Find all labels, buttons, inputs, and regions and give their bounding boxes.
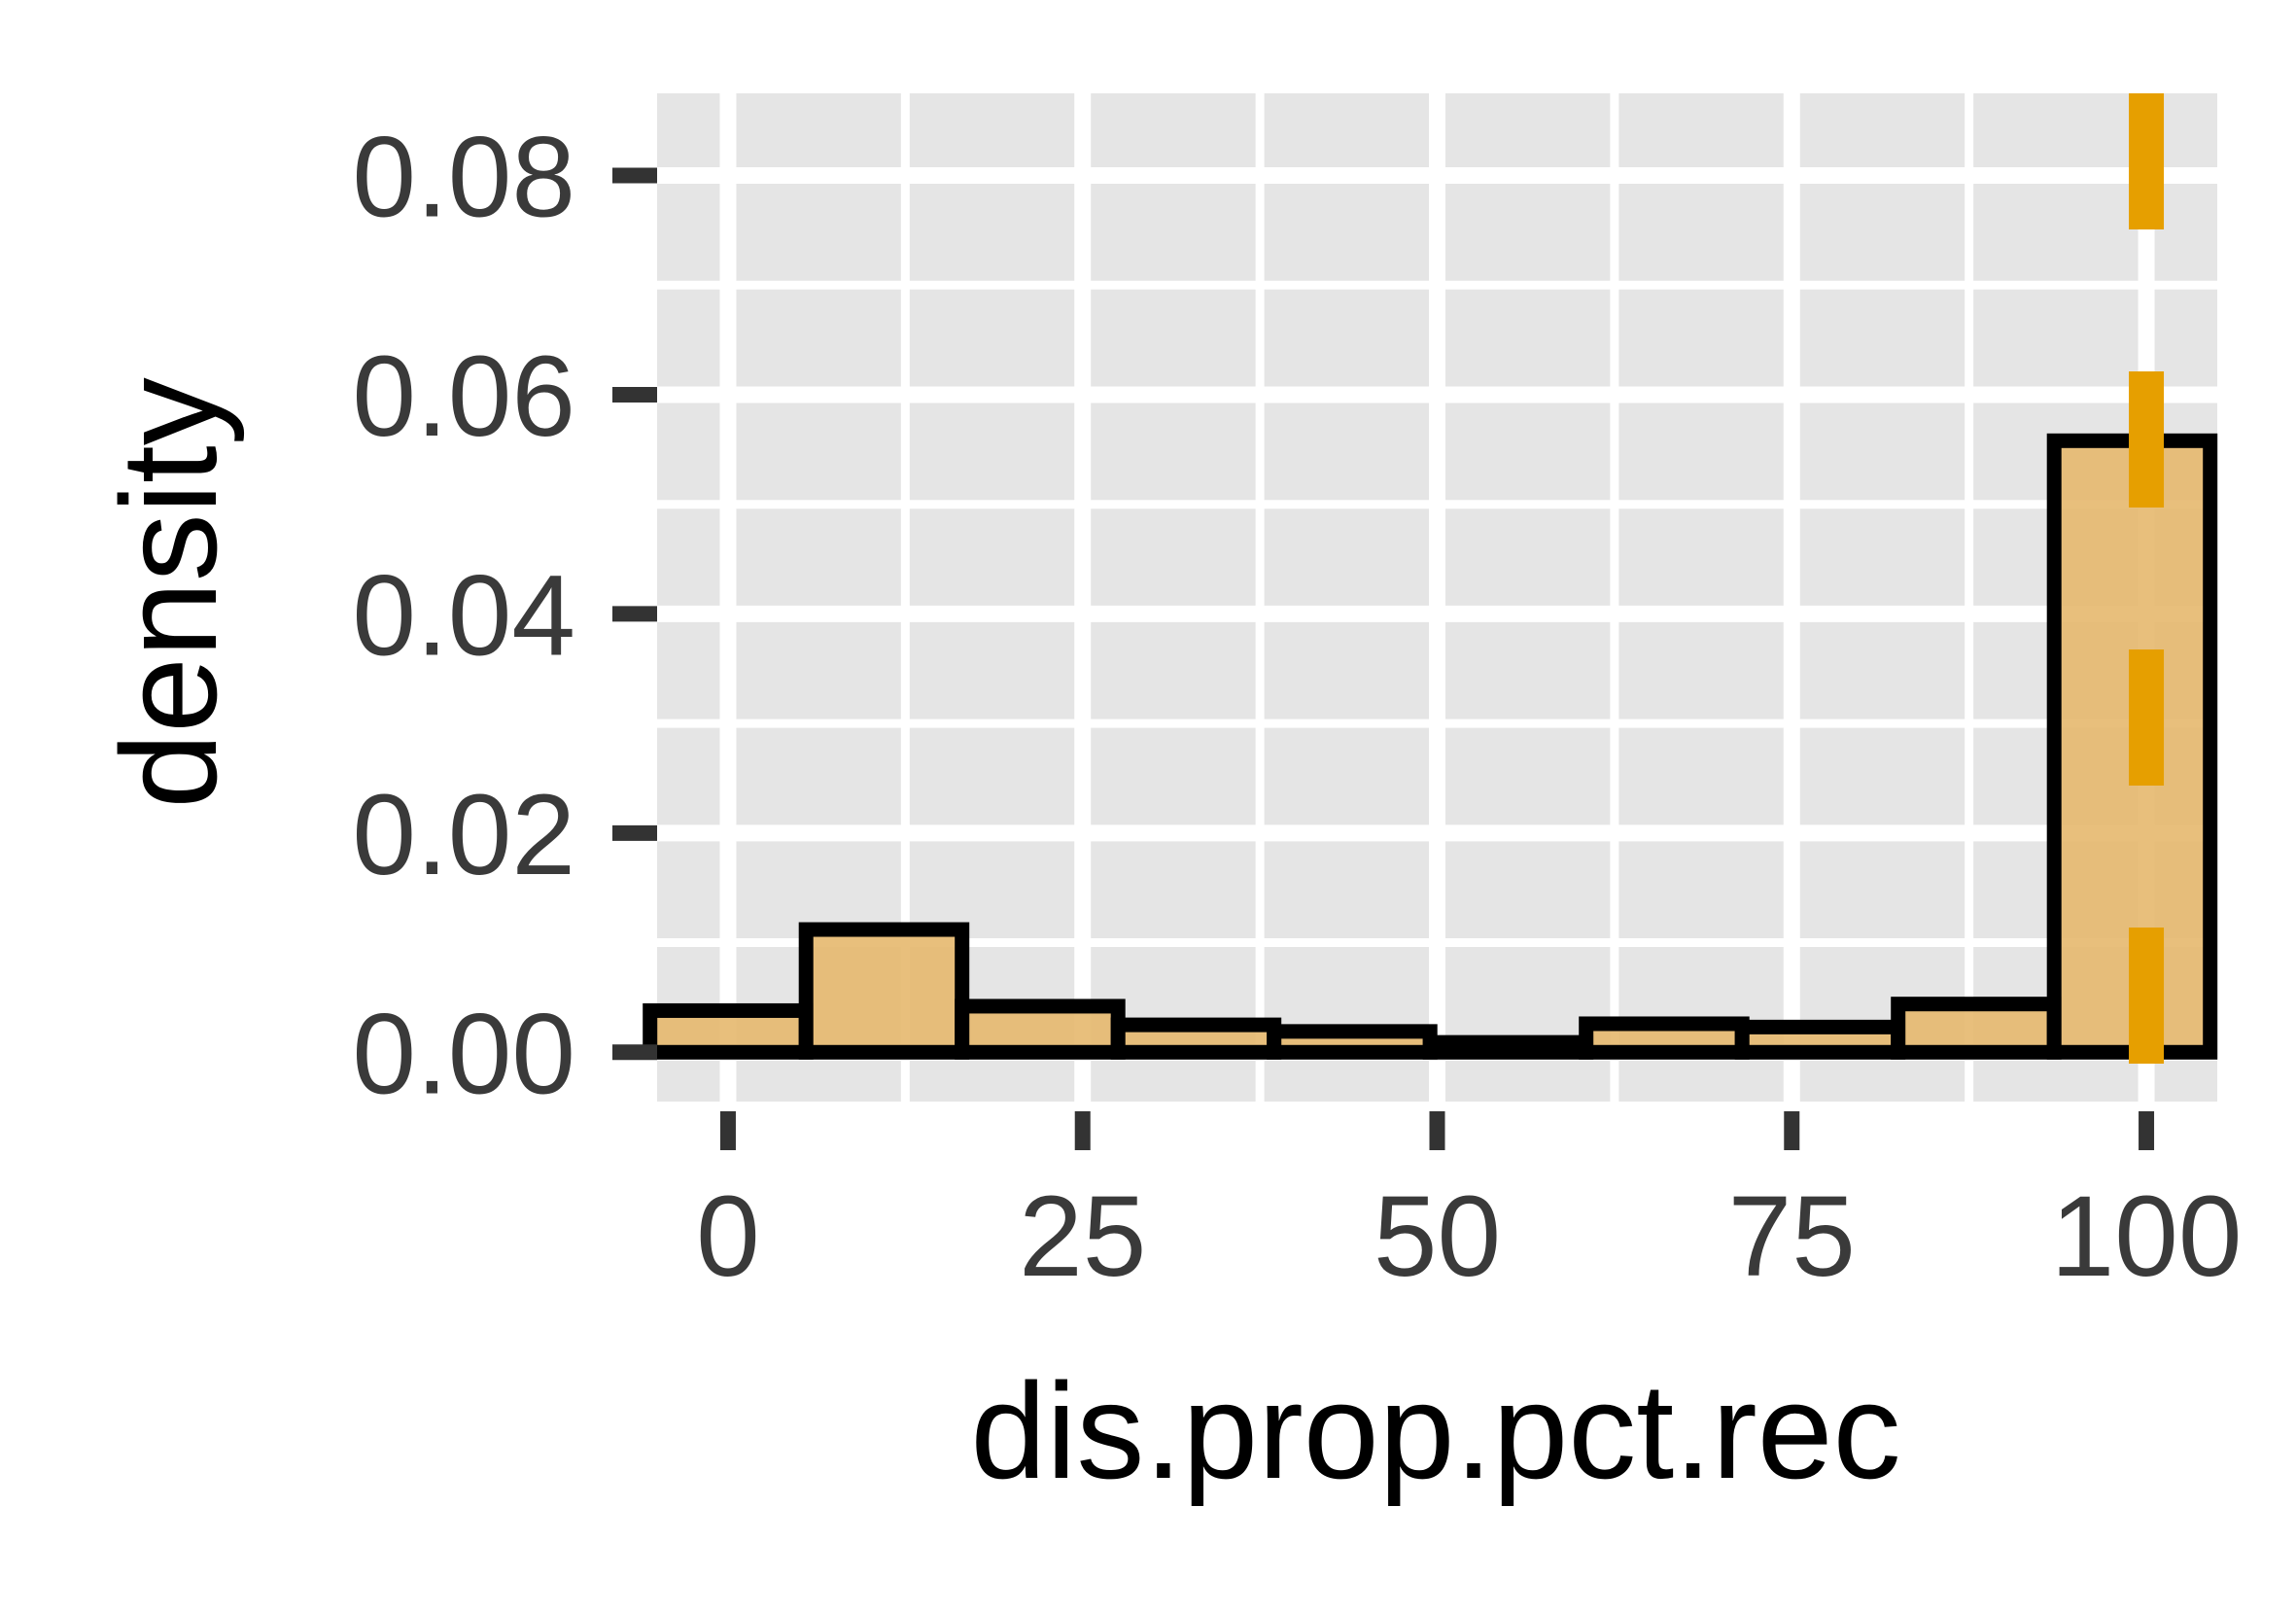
y-tick-label: 0.02 [352,771,575,899]
x-tick-label: 75 [1728,1173,1856,1301]
histogram-bar-2 [798,922,970,1060]
histogram-bar-7 [1579,1016,1750,1060]
x-axis: 0 25 50 75 100 [696,1111,2242,1301]
histogram-bar-5 [1267,1024,1438,1060]
y-tick-label: 0.06 [352,333,575,461]
histogram-bar-3 [955,999,1126,1060]
x-axis-title: dis.prop.pct.rec [970,1354,1900,1507]
y-axis-title: density [92,377,245,809]
histogram-bar-8 [1734,1019,1906,1060]
x-tick-label: 50 [1374,1173,1501,1301]
x-tick-label: 0 [696,1173,760,1301]
x-tick-label: 100 [2051,1173,2243,1301]
histogram-bar-4 [1110,1017,1282,1060]
histogram-bar-6 [1422,1034,1594,1060]
x-tick-label: 25 [1019,1173,1146,1301]
histogram-bar-9 [1891,997,2062,1060]
histogram-bar-1 [643,1002,814,1060]
y-tick-label: 0.00 [352,990,575,1118]
y-axis: 0.00 0.02 0.04 0.06 0.08 [352,114,657,1118]
y-tick-label: 0.08 [352,114,575,242]
y-tick-label: 0.04 [352,551,575,680]
